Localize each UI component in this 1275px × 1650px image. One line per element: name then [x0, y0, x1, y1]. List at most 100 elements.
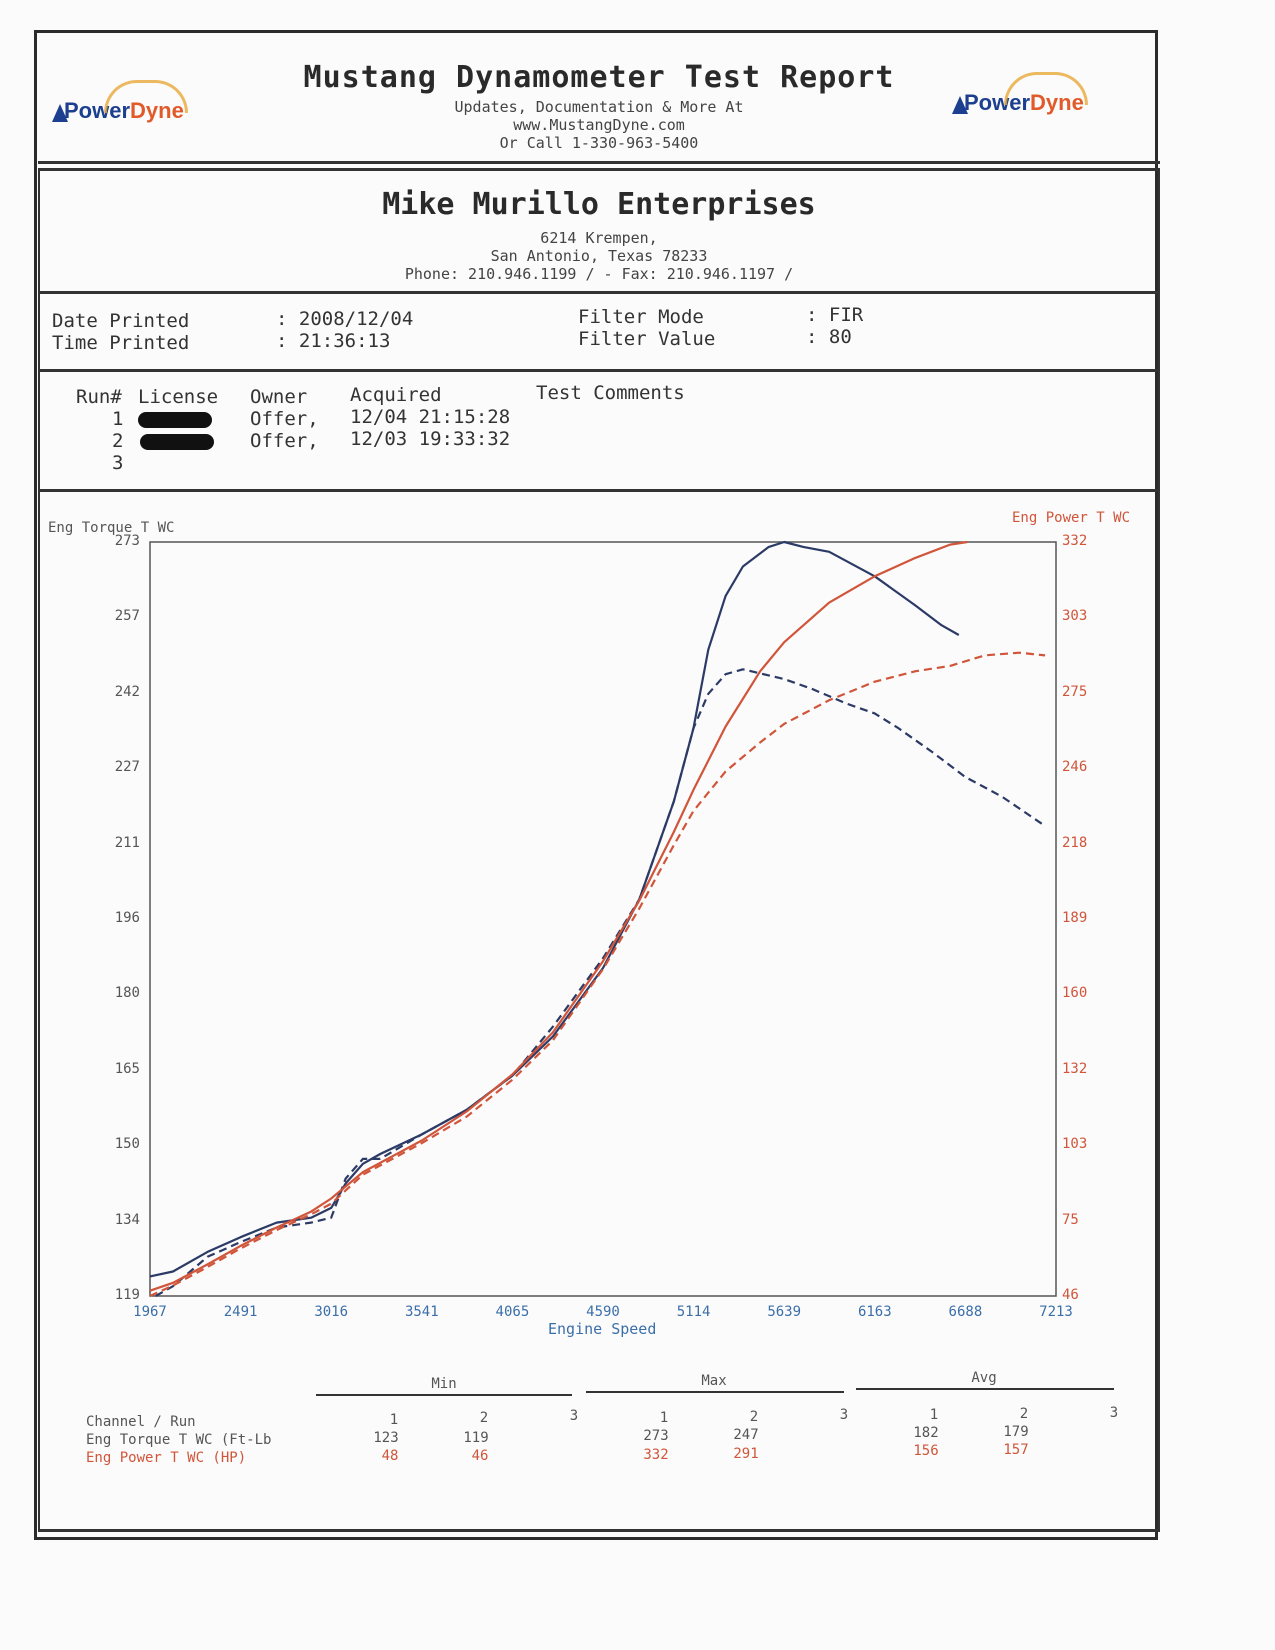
business-street: 6214 Krempen, [540, 229, 658, 247]
torque-max-2: 247 [733, 1427, 759, 1443]
right-y-tick-label: 103 [1062, 1136, 1088, 1153]
time-printed-value: : 21:36:13 [276, 330, 391, 352]
business-city: San Antonio, Texas 78233 [490, 247, 708, 265]
header-phone: Or Call 1-330-963-5400 [499, 134, 699, 152]
x-tick-label: 4590 [586, 1304, 620, 1320]
right-y-tick-label: 75 [1062, 1211, 1079, 1228]
avg-run-2: 2 [1019, 1406, 1029, 1422]
rule-avg [856, 1388, 1114, 1390]
max-run-1: 1 [659, 1410, 669, 1426]
left-y-tick-label: 211 [114, 834, 140, 851]
left-y-tick-label: 134 [114, 1211, 140, 1228]
date-printed-value: : 2008/12/04 [276, 308, 414, 330]
run-number-3: 3 [112, 452, 124, 474]
x-tick-label: 3016 [314, 1304, 349, 1320]
torque-avg-2: 179 [1003, 1424, 1029, 1440]
chart-area [38, 492, 1160, 1532]
min-run-2: 2 [479, 1410, 489, 1426]
x-tick-label: 6163 [857, 1304, 892, 1320]
left-y-tick-label: 165 [114, 1060, 140, 1077]
power-max-1: 332 [643, 1447, 669, 1463]
series-line-torque-run-1 [149, 540, 960, 1278]
powerdyne-logo-left: PowerDyne [52, 80, 188, 124]
x-tick-label: 3541 [404, 1304, 439, 1320]
left-y-tick-label: 196 [114, 910, 140, 926]
left-y-tick-label: 257 [114, 608, 140, 625]
rule-max [586, 1391, 844, 1393]
run-number-2: 2 [112, 430, 124, 452]
business-block: Mike Murillo Enterprises 6214 Krempen, S… [38, 168, 1160, 294]
time-printed-label: Time Printed [52, 332, 190, 354]
filter-mode-value: : FIR [806, 304, 864, 326]
power-avg-2: 157 [1003, 1442, 1029, 1458]
redacted-license-2 [140, 434, 214, 450]
run-number-1: 1 [112, 408, 124, 430]
header-test-comments: Test Comments [536, 382, 685, 404]
x-tick-label: 7213 [1039, 1304, 1073, 1320]
torque-min-1: 123 [373, 1430, 399, 1446]
x-tick-label: 2491 [223, 1304, 258, 1320]
filter-value-label: Filter Value [578, 328, 716, 350]
channel-run-label: Channel / Run [86, 1414, 196, 1430]
left-y-tick-label: 180 [114, 985, 140, 1002]
series-line-torque-run-2 [155, 668, 1046, 1297]
power-channel-label: Eng Power T WC (HP) [86, 1450, 247, 1466]
left-y-tick-label: 227 [114, 759, 140, 776]
torque-min-2: 119 [463, 1430, 489, 1446]
filter-value-value: : 80 [806, 326, 852, 348]
owner-1: Offer, [250, 408, 319, 430]
x-tick-label: 5639 [767, 1304, 802, 1320]
left-axis-title: Eng Torque T WC [48, 520, 175, 536]
min-run-1: 1 [389, 1412, 399, 1428]
torque-avg-1: 182 [913, 1425, 939, 1441]
right-y-tick-label: 218 [1062, 834, 1088, 851]
header-license: License [138, 386, 219, 408]
plot-frame [149, 541, 1057, 1297]
header-owner: Owner [250, 386, 308, 408]
right-y-tick-label: 46 [1062, 1287, 1079, 1303]
min-run-3: 3 [569, 1408, 579, 1424]
right-axis-title: Eng Power T WC [1012, 510, 1131, 526]
torque-max-1: 273 [643, 1428, 669, 1444]
x-axis-title: Engine Speed [548, 1320, 657, 1338]
right-y-tick-label: 332 [1062, 533, 1088, 549]
header-website: www.MustangDyne.com [513, 116, 685, 134]
report-title: Mustang Dynamometer Test Report [303, 60, 895, 95]
right-y-tick-label: 160 [1062, 985, 1088, 1002]
max-run-2: 2 [749, 1409, 759, 1425]
redacted-license-1 [138, 412, 212, 428]
header-run: Run# [76, 386, 122, 408]
business-name: Mike Murillo Enterprises [382, 187, 816, 222]
max-run-3: 3 [839, 1407, 849, 1423]
header-acquired: Acquired [350, 384, 442, 406]
acquired-2: 12/03 19:33:32 [350, 428, 511, 450]
power-avg-1: 156 [913, 1443, 939, 1459]
right-y-tick-label: 132 [1062, 1060, 1088, 1077]
group-avg: Avg [971, 1370, 997, 1386]
power-min-1: 48 [381, 1448, 399, 1464]
x-tick-label: 4065 [495, 1304, 530, 1320]
x-tick-label: 1967 [133, 1304, 167, 1320]
business-contact: Phone: 210.946.1199 / - Fax: 210.946.119… [404, 265, 794, 283]
power-min-2: 46 [471, 1448, 489, 1464]
torque-channel-label: Eng Torque T WC (Ft-Lb [86, 1432, 272, 1448]
right-y-tick-label: 303 [1062, 608, 1088, 625]
left-y-tick-label: 119 [114, 1287, 140, 1303]
avg-run-1: 1 [929, 1407, 939, 1423]
left-y-tick-label: 242 [114, 683, 140, 700]
acquired-1: 12/04 21:15:28 [350, 406, 511, 428]
right-y-tick-label: 246 [1062, 759, 1088, 776]
owner-2: Offer, [250, 430, 319, 452]
series-line-power-run-1 [149, 540, 968, 1292]
group-max: Max [701, 1373, 727, 1389]
series-line-power-run-2 [149, 651, 1046, 1298]
right-y-tick-label: 275 [1062, 683, 1088, 700]
left-y-tick-label: 273 [114, 533, 140, 549]
group-min: Min [431, 1376, 457, 1392]
date-printed-label: Date Printed [52, 310, 190, 332]
header-line1: Updates, Documentation & More At [454, 98, 744, 116]
report-header: Mustang Dynamometer Test Report Updates,… [38, 40, 1160, 164]
print-info: Date Printed : 2008/12/04 Time Printed :… [38, 294, 1160, 372]
right-y-tick-label: 189 [1062, 910, 1088, 926]
